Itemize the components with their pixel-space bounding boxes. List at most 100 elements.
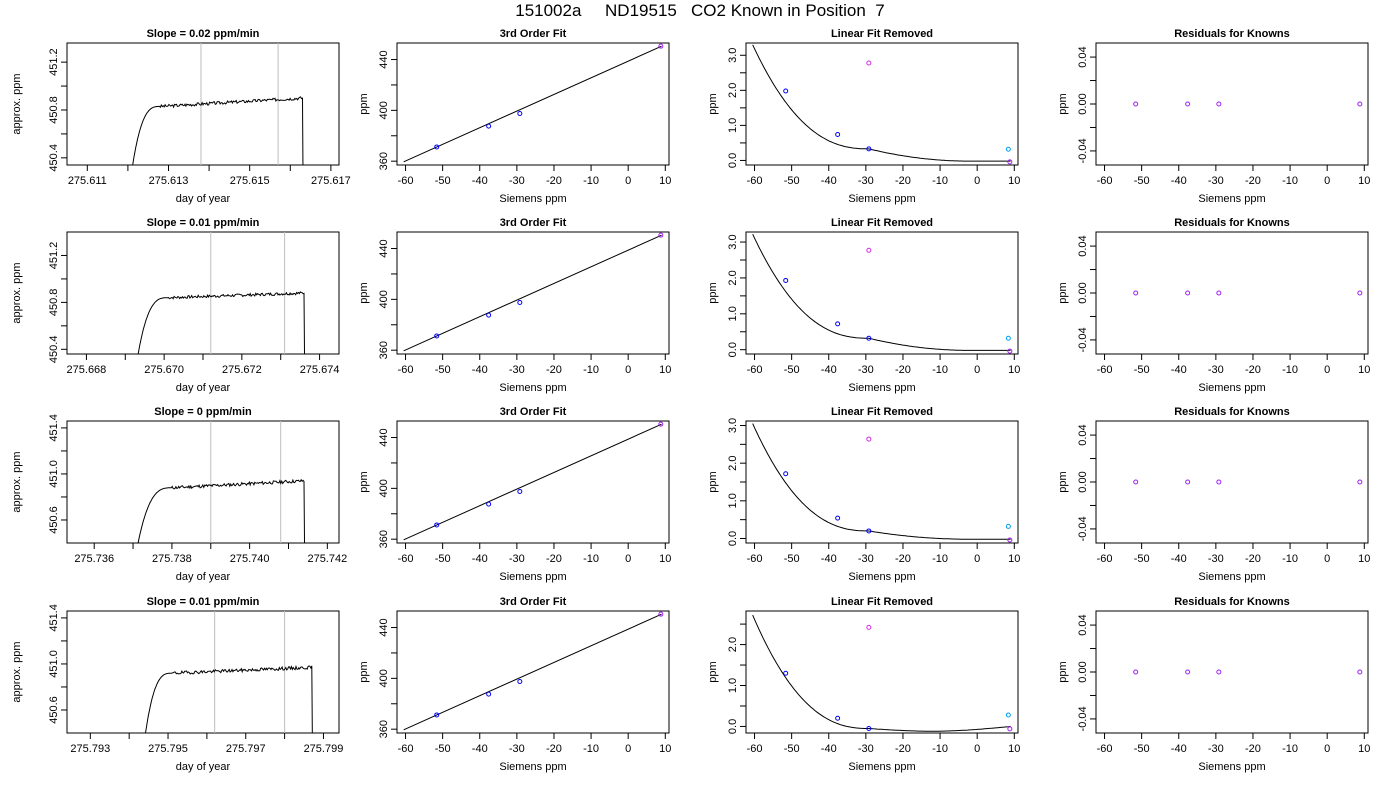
y-tick-label: 0.04 — [1077, 424, 1089, 445]
x-tick-label: -60 — [747, 553, 763, 565]
x-tick-label: -60 — [747, 364, 763, 376]
x-tick-label: -20 — [546, 553, 562, 565]
plot-area — [1133, 101, 1363, 107]
panel-title: Slope = 0.01 ppm/min — [147, 217, 260, 229]
x-tick-label: -30 — [509, 743, 525, 755]
x-tick-label: 0 — [1324, 553, 1330, 565]
x-tick-label: -30 — [1208, 364, 1224, 376]
x-tick-label: -10 — [932, 175, 948, 187]
plot-frame — [745, 420, 1019, 544]
data-point — [1185, 290, 1191, 296]
data-point — [1185, 479, 1191, 485]
plot-area — [403, 421, 664, 541]
x-tick-label: 0 — [1324, 743, 1330, 755]
x-tick-label: 10 — [1358, 364, 1370, 376]
panel-1-2: 3rd Order Fit -60 -50 -40 -30 -20 -10 0 10 360 400… — [358, 28, 671, 205]
panel-1-1: Slope = 0.02 ppm/min 275.611 275.613 275.61… — [11, 28, 351, 205]
panel-title: 3rd Order Fit — [500, 406, 567, 418]
x-tick-label: -30 — [858, 175, 874, 187]
plot-frame — [745, 42, 1019, 166]
data-point — [434, 712, 440, 718]
x-axis-label: day of year — [176, 382, 231, 394]
panel-title: Slope = 0.02 ppm/min — [147, 28, 260, 40]
y-tick-label: 400 — [378, 669, 390, 687]
x-tick-label: -40 — [821, 743, 837, 755]
data-point — [1133, 290, 1139, 296]
x-tick-label: -50 — [435, 743, 451, 755]
x-tick-label: -10 — [583, 743, 599, 755]
y-axis-label: ppm — [358, 471, 370, 492]
panel-1-4: Residuals for Knowns -60 -50 -40 -30 -20 -10 0 1… — [1057, 28, 1370, 205]
x-tick-label: 275.617 — [311, 175, 351, 187]
figure-title: 151002a ND19515 CO2 Known in Position 7 — [515, 1, 885, 20]
x-tick-label: -50 — [1134, 743, 1150, 755]
x-tick-label: -10 — [1282, 553, 1298, 565]
data-point — [1007, 159, 1013, 165]
y-tick-label: 450.6 — [48, 696, 60, 724]
panel-title: Linear Fit Removed — [831, 217, 933, 229]
x-tick-label: 10 — [1008, 364, 1020, 376]
y-tick-label: 1.0 — [727, 493, 739, 508]
data-point — [517, 679, 523, 685]
x-tick-label: -20 — [895, 743, 911, 755]
plot-area — [1133, 290, 1363, 296]
data-point — [517, 111, 523, 117]
x-tick-label: -10 — [583, 553, 599, 565]
x-tick-label: 10 — [1008, 553, 1020, 565]
y-tick-label: 450.4 — [48, 336, 60, 364]
data-point — [1216, 479, 1222, 485]
data-point — [517, 489, 523, 495]
y-axis-label: ppm — [1057, 471, 1069, 492]
panel-2-1: Slope = 0.01 ppm/min 275.668 275.670 275.67… — [11, 217, 340, 394]
y-tick-label: 0.00 — [1077, 282, 1089, 303]
panel-4-3: Linear Fit Removed -60 -50 -40 -30 -20 -10 0 10 0… — [707, 596, 1020, 773]
data-point — [1007, 726, 1013, 732]
y-tick-label: 0.04 — [1077, 614, 1089, 635]
x-tick-label: -50 — [1134, 364, 1150, 376]
y-axis-label: ppm — [707, 93, 719, 114]
x-tick-label: -20 — [1245, 175, 1261, 187]
y-tick-label: 3.0 — [727, 418, 739, 433]
x-tick-label: 275.674 — [300, 364, 340, 376]
x-tick-label: -60 — [747, 743, 763, 755]
data-point — [1185, 669, 1191, 675]
x-tick-label: 10 — [1358, 553, 1370, 565]
data-point — [866, 60, 872, 66]
x-tick-label: -40 — [472, 743, 488, 755]
y-tick-label: 400 — [378, 479, 390, 497]
plot-area — [752, 44, 1013, 165]
x-tick-label: 0 — [625, 743, 631, 755]
data-point — [1005, 146, 1011, 152]
fit-curve — [403, 45, 662, 163]
x-tick-label: -50 — [1134, 553, 1150, 565]
x-tick-label: 10 — [1358, 743, 1370, 755]
x-tick-label: -60 — [398, 743, 414, 755]
y-tick-label: 0.00 — [1077, 661, 1089, 682]
panel-1-3: Linear Fit Removed -60 -50 -40 -30 -20 -10 0 10 0… — [707, 28, 1020, 205]
data-point — [835, 715, 841, 721]
x-axis-label: Siemens ppm — [499, 193, 566, 205]
data-point — [866, 528, 872, 534]
x-tick-label: -60 — [398, 175, 414, 187]
x-axis-label: day of year — [176, 193, 231, 205]
x-axis-label: Siemens ppm — [848, 761, 915, 773]
y-axis-label: ppm — [358, 282, 370, 303]
x-tick-label: -40 — [1171, 175, 1187, 187]
plot-frame — [1095, 420, 1369, 544]
y-tick-label: -0.04 — [1077, 706, 1089, 731]
co2-trace-line — [132, 96, 304, 165]
data-point — [434, 144, 440, 150]
plot-area — [752, 233, 1013, 354]
x-tick-label: 275.668 — [67, 364, 107, 376]
x-tick-label: -20 — [895, 175, 911, 187]
data-point — [835, 132, 841, 137]
x-tick-label: 275.795 — [148, 743, 188, 755]
plot-area — [752, 614, 1013, 732]
x-tick-label: -30 — [858, 553, 874, 565]
x-tick-label: -40 — [1171, 743, 1187, 755]
plot-frame — [745, 231, 1019, 355]
x-tick-label: 10 — [659, 364, 671, 376]
data-point — [1005, 335, 1011, 341]
x-tick-label: 10 — [659, 743, 671, 755]
